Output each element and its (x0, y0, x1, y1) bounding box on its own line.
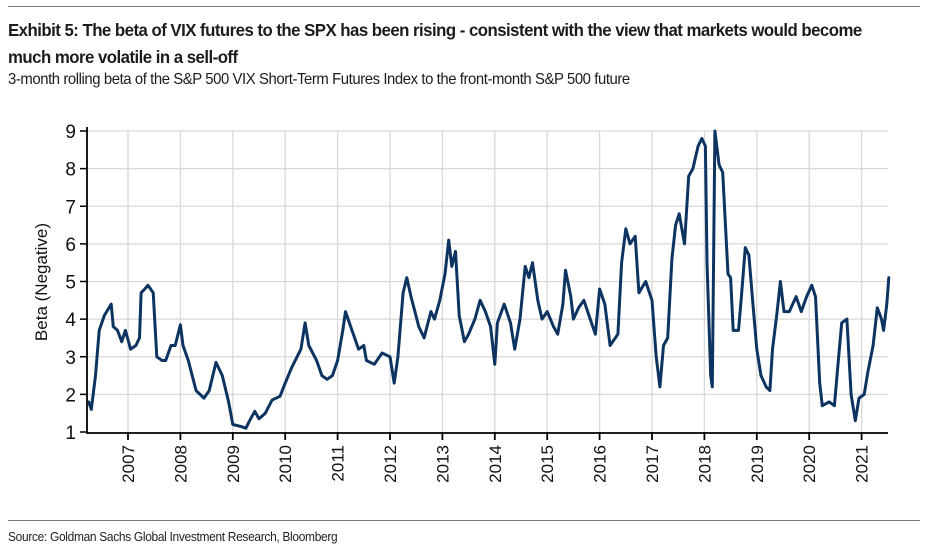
y-tick-label: 9 (65, 122, 76, 143)
y-tick-label: 3 (65, 348, 76, 369)
y-tick-label: 4 (65, 310, 76, 331)
bottom-rule (8, 520, 920, 521)
x-tick-label: 2013 (433, 445, 452, 483)
series-line-beta (87, 129, 891, 430)
source-note: Source: Goldman Sachs Global Investment … (8, 529, 338, 544)
chart-subtitle: 3-month rolling beta of the S&P 500 VIX … (8, 71, 630, 88)
y-axis-label: Beta (Negative) (32, 223, 51, 341)
x-tick-label: 2011 (329, 445, 348, 482)
x-tick-label: 2008 (171, 445, 190, 483)
y-tick-label: 2 (65, 385, 76, 406)
x-tick-label: 2009 (224, 445, 243, 483)
series-layer (87, 129, 891, 430)
axes (86, 127, 888, 434)
x-tick-label: 2010 (276, 445, 295, 483)
top-rule (8, 6, 920, 7)
x-tick-label: 2007 (119, 445, 138, 483)
x-tick-label: 2014 (486, 445, 505, 483)
y-tick-label: 1 (65, 423, 76, 444)
x-tick-label: 2016 (591, 445, 610, 483)
y-tick-label: 7 (65, 197, 76, 218)
x-tick-label: 2015 (538, 445, 557, 483)
x-tick-label: 2019 (748, 445, 767, 483)
x-tick-label: 2017 (643, 445, 662, 483)
y-tick-label: 5 (65, 273, 76, 294)
chart-title: Exhibit 5: The beta of VIX futures to th… (8, 20, 862, 67)
y-tick-label: 6 (65, 235, 76, 256)
x-axis-ticks: 2007 2008 2009 2010 2011 2012 2013 2014 2015 2016… (119, 432, 872, 483)
x-tick-label: 2021 (853, 445, 872, 483)
y-axis-ticks: 1 2 3 4 5 6 7 8 9 (65, 122, 87, 444)
x-tick-label: 2020 (800, 445, 819, 483)
y-tick-label: 8 (65, 160, 76, 181)
x-tick-label: 2012 (381, 445, 400, 483)
x-tick-label: 2018 (695, 445, 714, 483)
